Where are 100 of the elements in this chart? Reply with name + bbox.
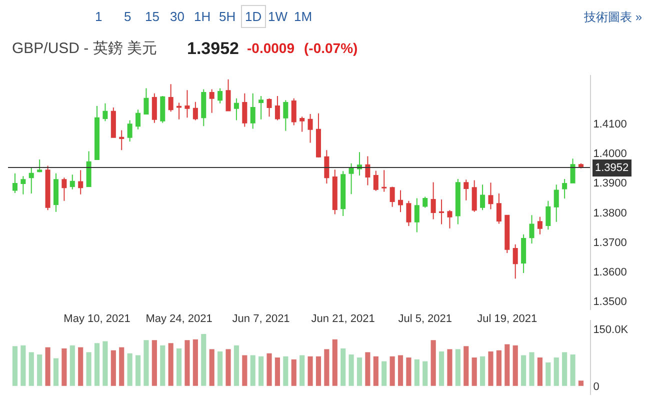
text: 5H [219,9,236,24]
candlestick [119,130,124,151]
candlestick [110,107,116,138]
x-tick-label: Jun 7, 2021 [232,313,290,325]
bar [110,350,116,386]
bar [332,339,338,386]
candlestick [127,120,132,142]
y-tick-label: 1.3700 [593,236,627,249]
candlestick [554,184,559,222]
candlestick [136,109,141,130]
candlestick [430,182,436,220]
candlestick [86,150,92,187]
bar [218,351,223,386]
candlestick [266,98,272,118]
candlestick [283,100,288,132]
candlestick [274,95,280,121]
bar [414,359,420,386]
bar [160,345,166,386]
candlestick [406,200,412,227]
candlestick [546,200,551,230]
y-tick-label: 0 [593,380,600,393]
bar [562,352,568,386]
bar [274,358,280,386]
bar [234,345,239,386]
y-tick-label: 1.3500 [593,296,627,308]
bar [283,356,288,386]
candlestick [250,92,256,130]
candlestick [356,152,362,176]
candlestick [324,150,330,184]
candlestick [70,174,75,190]
candlestick [218,88,223,104]
bar [144,340,149,386]
candlestick [472,180,477,212]
bar [242,355,248,386]
bar [78,347,84,386]
bar [20,345,26,386]
candlestick [373,170,378,192]
bar [324,349,330,386]
candlestick [45,165,50,211]
bar [554,358,559,386]
y-tick-label: 1.3600 [593,266,627,278]
bar [127,353,132,386]
text: 5 [124,9,132,24]
candlestick [529,214,534,244]
bar [102,341,108,386]
candlestick [340,170,346,216]
y-tick-label: 150.0K [593,324,629,336]
bar [348,354,354,386]
x-tick-label: May 24, 2021 [146,313,212,325]
bar [529,352,534,386]
text: 1W [268,9,288,24]
candlestick [94,106,100,160]
bar [168,343,174,386]
bar [258,356,264,386]
candlestick [570,158,576,184]
candlestick [258,95,264,120]
bar [316,356,322,386]
text: 技術圖表 » [583,10,642,24]
bar [209,349,214,386]
bar [488,351,494,386]
candlestick [488,182,494,210]
x-tick-label: Jun 21, 2021 [311,313,375,325]
bar [496,350,502,386]
candlestick [537,216,542,235]
candlestick [78,170,84,195]
bar [37,354,42,386]
x-tick-label: May 10, 2021 [64,313,130,325]
candlestick [464,179,469,201]
candlestick [192,101,198,121]
bar [12,346,18,386]
bar [308,356,313,386]
bar [430,340,436,386]
bar [250,355,256,386]
text: 15 [145,9,160,24]
candlestick [390,186,395,208]
ref-line-label: 1.3952 [595,162,629,174]
bar [300,355,305,386]
bar [398,355,404,386]
bar [570,354,576,386]
text: 30 [170,9,184,24]
bar [447,349,452,386]
candlestick [20,176,26,195]
x-tick-label: Jul 5, 2021 [398,313,452,325]
text: 1 [95,9,102,24]
bar [373,356,378,386]
candlestick [12,172,18,194]
candlestick [512,244,518,280]
bar [266,353,272,386]
text: -0.0009 [247,40,295,56]
bar [184,340,190,386]
bar [455,349,460,386]
candlestick [37,159,42,173]
candlestick [28,167,34,194]
candlestick [504,214,510,254]
candlestick [226,78,231,112]
bar [28,352,34,386]
bar [70,345,75,386]
candlestick [422,196,428,208]
candlestick [455,178,460,225]
candlestick [382,170,387,192]
